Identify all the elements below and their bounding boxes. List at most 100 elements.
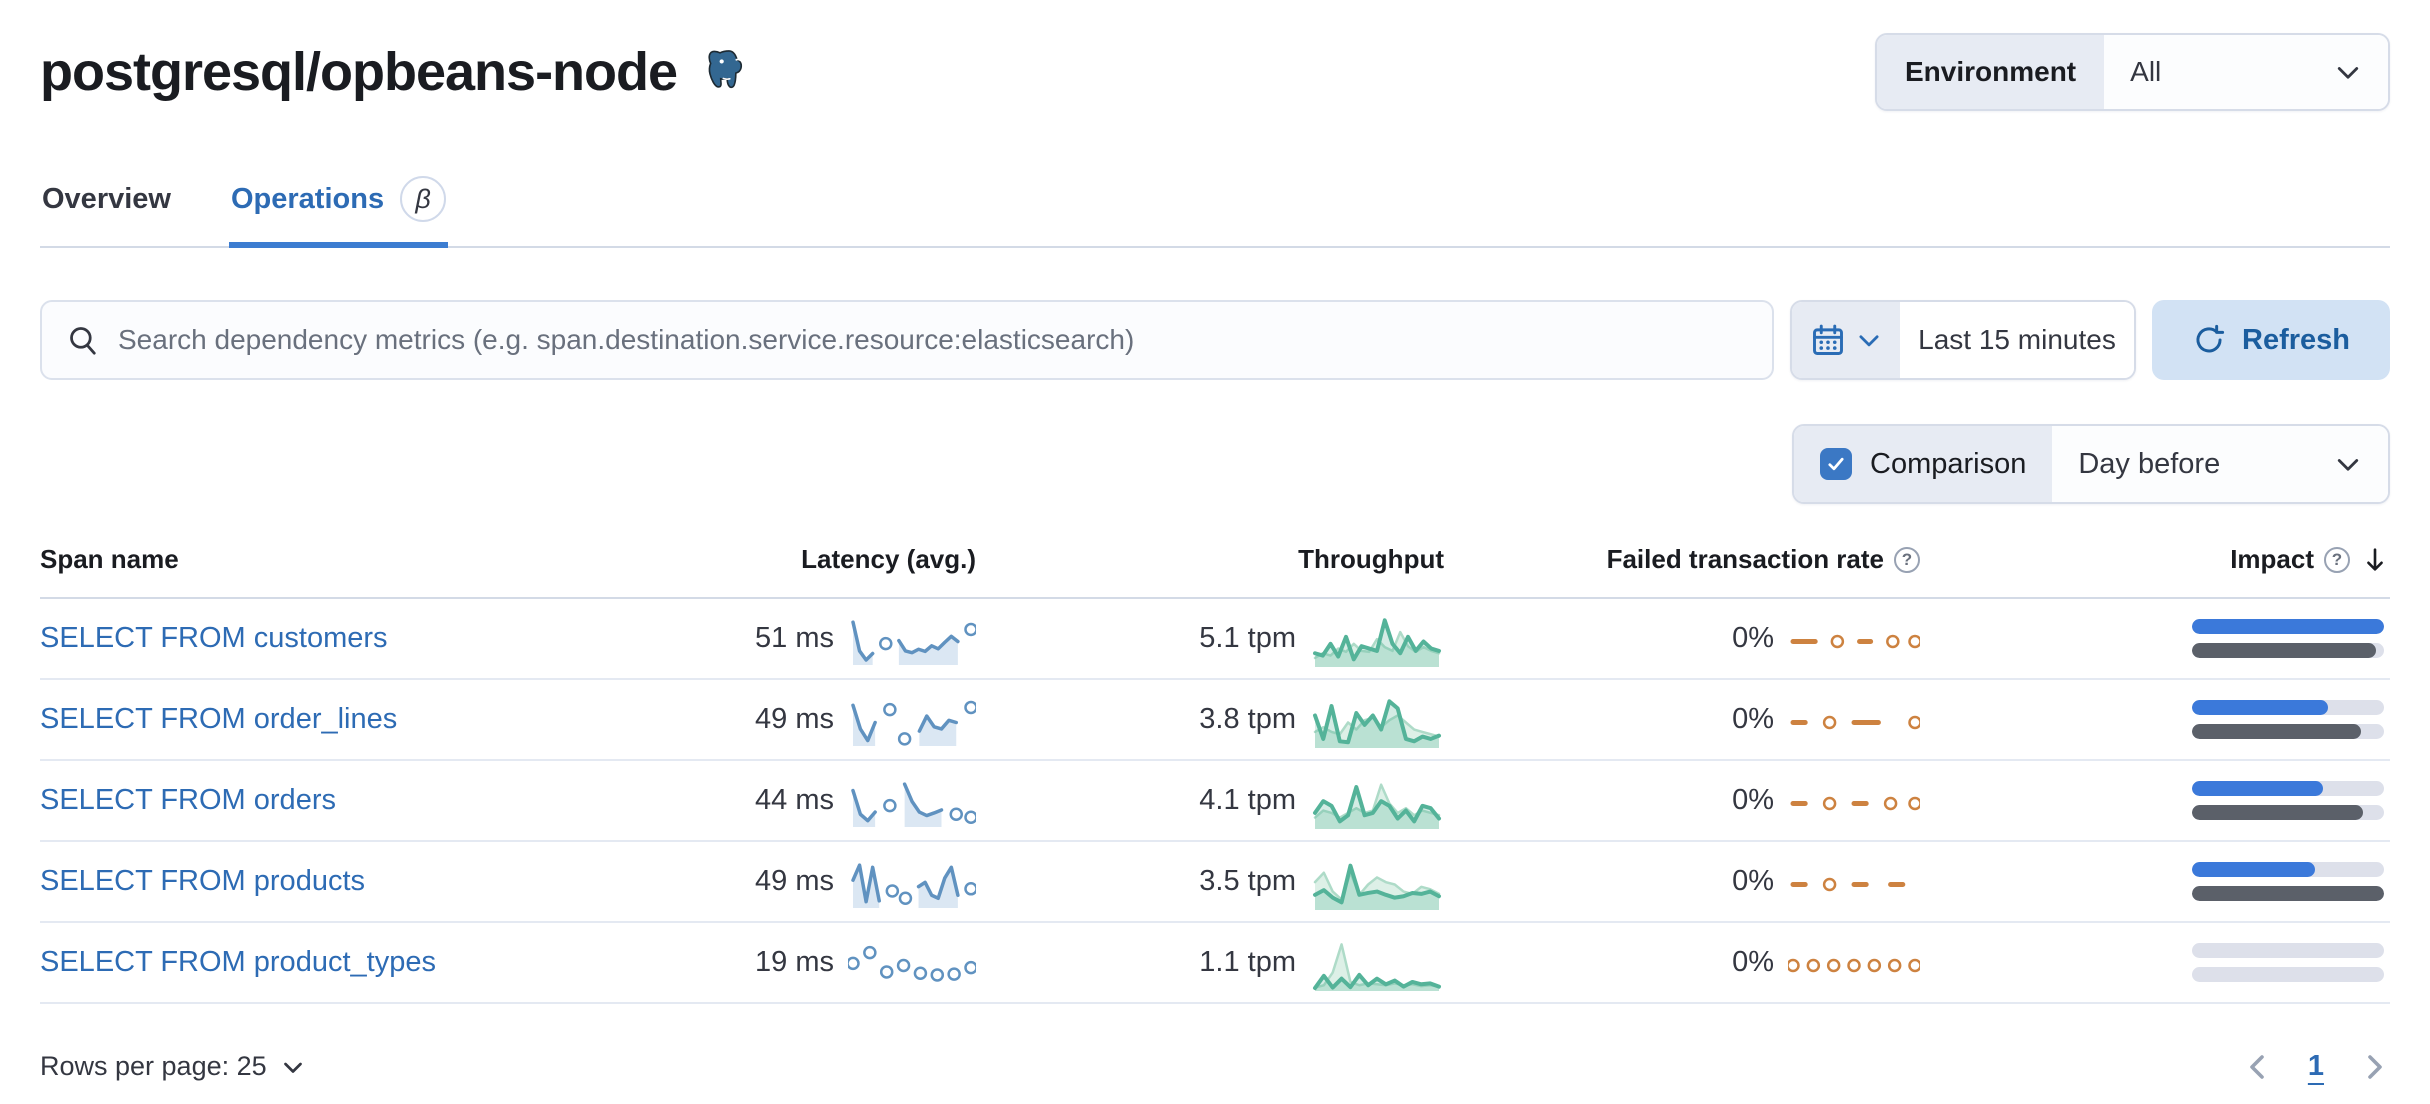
refresh-label: Refresh xyxy=(2242,323,2350,356)
comparison-select: Comparison Day before xyxy=(1792,424,2390,504)
refresh-icon xyxy=(2196,324,2225,353)
failed-rate-value: 0% xyxy=(1732,946,1774,978)
page-number[interactable]: 1 xyxy=(2307,1050,2324,1082)
throughput-value: 4.1 tpm xyxy=(1199,784,1296,816)
table-row: SELECT FROM product_types 19 ms 1.1 tpm … xyxy=(40,923,2390,1004)
search-box[interactable] xyxy=(40,300,1774,380)
comparison-checkbox[interactable] xyxy=(1820,448,1852,480)
tab-overview[interactable]: Overview xyxy=(40,166,173,246)
calendar-icon xyxy=(1813,324,1843,355)
failed-rate-value: 0% xyxy=(1732,622,1774,654)
table-row: SELECT FROM order_lines 49 ms 3.8 tpm 0% xyxy=(40,680,2390,761)
table-row: SELECT FROM orders 44 ms 4.1 tpm 0% xyxy=(40,761,2390,842)
chevron-down-icon xyxy=(2337,459,2359,471)
tab-operations-label: Operations xyxy=(230,182,385,215)
span-link[interactable]: SELECT FROM customers xyxy=(40,622,388,654)
impact-bar-previous xyxy=(2192,643,2377,658)
column-header-span-name[interactable]: Span name xyxy=(40,544,179,574)
search-icon xyxy=(70,327,96,355)
latency-value: 19 ms xyxy=(755,946,834,978)
impact-bar-previous xyxy=(2192,886,2384,901)
latency-sparkline xyxy=(851,781,976,827)
latency-value: 51 ms xyxy=(755,622,834,654)
tab-bar: Overview Operations β xyxy=(40,166,2390,248)
toolbar: Last 15 minutes Refresh xyxy=(40,300,2390,380)
span-link[interactable]: SELECT FROM products xyxy=(40,865,366,897)
throughput-sparkline xyxy=(1313,863,1441,910)
column-header-latency[interactable]: Latency (avg.) xyxy=(801,544,976,574)
next-page-button[interactable] xyxy=(2358,1051,2390,1083)
throughput-sparkline xyxy=(1313,942,1441,991)
time-range-value[interactable]: Last 15 minutes xyxy=(1900,302,2134,378)
impact-bar-current xyxy=(2192,862,2315,877)
chevron-down-icon xyxy=(1859,335,1879,347)
throughput-sparkline xyxy=(1313,698,1441,748)
impact-bar-current xyxy=(2192,619,2384,634)
throughput-sparkline xyxy=(1313,782,1441,829)
impact-bar-current xyxy=(2192,781,2323,796)
help-icon: ? xyxy=(1894,546,1920,573)
impact-bars xyxy=(2192,781,2384,820)
impact-bar-previous xyxy=(2192,724,2361,739)
throughput-sparkline xyxy=(1313,617,1441,667)
latency-sparkline xyxy=(848,945,976,982)
postgresql-icon xyxy=(708,50,743,89)
table-header: Span name Latency (avg.) Throughput Fail… xyxy=(40,544,2390,599)
impact-bars xyxy=(2192,619,2384,658)
refresh-button[interactable]: Refresh xyxy=(2152,300,2390,380)
comparison-row: Comparison Day before xyxy=(40,424,2390,504)
failed-rate-sparkline xyxy=(1790,877,1906,891)
chevron-down-icon xyxy=(283,1062,302,1073)
column-header-failed-rate[interactable]: Failed transaction rate ? xyxy=(1607,544,1920,575)
span-link[interactable]: SELECT FROM orders xyxy=(40,784,336,816)
environment-value: All xyxy=(2130,56,2162,87)
tab-operations[interactable]: Operations β xyxy=(228,166,449,248)
impact-bar-previous xyxy=(2192,805,2363,820)
span-link[interactable]: SELECT FROM order_lines xyxy=(40,703,398,735)
latency-value: 49 ms xyxy=(755,865,834,897)
impact-bars xyxy=(2192,862,2384,901)
chevron-down-icon xyxy=(2337,67,2359,79)
previous-page-button[interactable] xyxy=(2242,1051,2274,1083)
failed-rate-sparkline xyxy=(1790,634,1920,648)
rows-per-page-button[interactable]: Rows per page: 25 xyxy=(40,1051,305,1082)
failed-rate-value: 0% xyxy=(1732,784,1774,816)
failed-rate-value: 0% xyxy=(1732,865,1774,897)
chevron-right-icon xyxy=(2368,1054,2382,1079)
latency-sparkline xyxy=(851,862,976,908)
failed-rate-sparkline xyxy=(1790,796,1920,810)
latency-value: 44 ms xyxy=(755,784,834,816)
latency-value: 49 ms xyxy=(755,703,834,735)
table-row: SELECT FROM customers 51 ms 5.1 tpm 0% xyxy=(40,599,2390,680)
impact-header-label: Impact xyxy=(2230,544,2314,574)
check-icon xyxy=(1828,457,1844,471)
throughput-value: 3.5 tpm xyxy=(1199,865,1296,897)
pagination: 1 xyxy=(2242,1050,2390,1083)
impact-bars xyxy=(2192,700,2384,739)
page-title: postgresql/opbeans-node xyxy=(40,42,678,102)
beta-badge: β xyxy=(400,176,447,222)
help-icon: ? xyxy=(2324,546,2350,573)
date-picker[interactable]: Last 15 minutes xyxy=(1790,300,2136,380)
environment-label: Environment xyxy=(1877,35,2105,109)
failed-rate-sparkline xyxy=(1788,958,1920,972)
latency-sparkline xyxy=(851,700,976,746)
impact-bar-current xyxy=(2192,700,2329,715)
chevron-left-icon xyxy=(2250,1054,2264,1079)
failed-rate-header-label: Failed transaction rate xyxy=(1606,544,1884,574)
impact-bars xyxy=(2192,943,2384,982)
search-input[interactable] xyxy=(118,324,1748,356)
throughput-value: 3.8 tpm xyxy=(1199,703,1296,735)
date-picker-menu-button[interactable] xyxy=(1792,302,1900,378)
comparison-value-select[interactable]: Day before xyxy=(2052,426,2388,502)
rows-per-page-label: Rows per page: 25 xyxy=(40,1051,267,1081)
span-link[interactable]: SELECT FROM product_types xyxy=(40,946,436,978)
page-header: postgresql/opbeans-node Environment All xyxy=(40,28,2390,116)
latency-sparkline xyxy=(851,619,976,665)
column-header-throughput[interactable]: Throughput xyxy=(1298,544,1444,574)
column-header-impact[interactable]: Impact ? xyxy=(2230,544,2390,575)
environment-select[interactable]: Environment All xyxy=(1875,33,2390,111)
failed-rate-value: 0% xyxy=(1732,703,1774,735)
throughput-value: 5.1 tpm xyxy=(1199,622,1296,654)
